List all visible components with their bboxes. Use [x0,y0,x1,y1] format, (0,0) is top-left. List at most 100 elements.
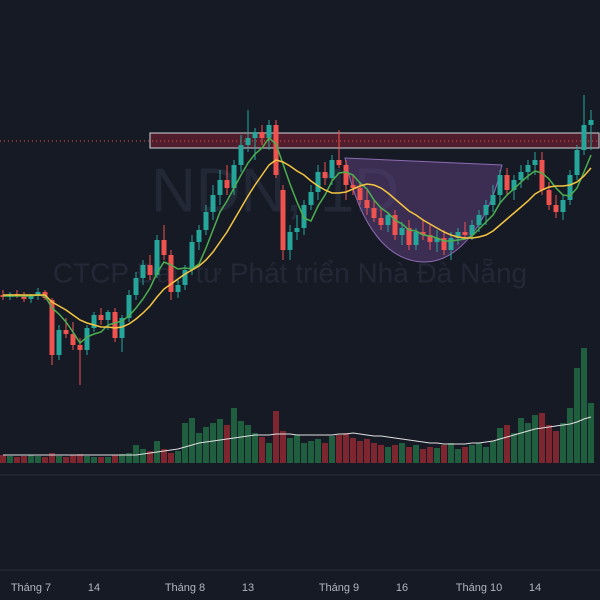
volume-bar [322,443,328,463]
volume-bar [56,456,62,463]
candle-body [245,138,251,145]
volume-bar [133,445,139,463]
candle-body [210,195,216,212]
volume-bar [588,403,594,463]
candle-body [273,125,279,175]
candle-body [175,285,181,292]
candle-body [315,172,321,192]
x-tick-label: 16 [396,582,408,594]
volume-bar [399,443,405,463]
candle-body [546,190,552,205]
volume-bar [0,455,6,463]
candle-body [511,180,517,190]
volume-bar [567,408,573,463]
volume-bar [483,447,489,463]
volume-bar [532,415,538,463]
volume-bar [371,443,377,463]
volume-bar [420,449,426,463]
candle-body [182,270,188,285]
candle-body [238,145,244,165]
volume-bar [364,439,370,463]
volume-bar [392,445,398,463]
volume-bar [574,368,580,463]
volume-bar [203,427,209,463]
candle-body [98,315,104,320]
candle-body [217,180,223,195]
watermark-company: CTCP Đầu tư Phát triển Nhà Đà Nẵng [53,257,527,288]
candle-body [420,232,426,235]
moving-average-line [3,159,592,329]
volume-bar [427,447,433,463]
candle-body [56,330,62,355]
volume-bar [469,445,475,463]
candle-body [287,232,293,250]
candle-body [441,238,447,250]
volume-bar [525,423,531,463]
candle-body [343,165,349,185]
candle-body [126,295,132,318]
volume-bar [168,453,174,463]
volume-bar [231,408,237,463]
candle-body [140,265,146,278]
volume-bar [224,425,230,463]
volume-bar [385,447,391,463]
candle-body [203,212,209,230]
candle-body [490,195,496,205]
candle-body [70,334,76,345]
candle-body [406,228,412,245]
candle-body [588,120,594,125]
volume-bar [504,425,510,463]
volume-bar [182,423,188,463]
candle-body [385,215,391,225]
volume-bar [560,423,566,463]
volume-bar [42,457,48,463]
volume-bar [7,456,13,463]
volume-bar [98,457,104,463]
candle-body [147,265,153,275]
candle-body [581,125,587,150]
candle-body [224,180,230,188]
volume-bar [126,453,132,463]
volume-bar [210,423,216,463]
candle-body [392,215,398,235]
volume-bar [259,437,265,463]
candle-body [497,175,503,195]
candle-body [294,228,300,232]
moving-average-line [3,136,592,345]
volume-bar [161,449,167,463]
volume-bar [217,419,223,463]
volume-bar [196,433,202,463]
volume-bar [546,425,552,463]
candle-body [231,165,237,188]
candle-body [329,160,335,178]
volume-bar [301,443,307,463]
x-tick-label: Tháng 7 [11,582,51,594]
x-tick-label: 14 [88,582,100,594]
candle-body [63,330,69,334]
volume-bar [245,425,251,463]
candle-body [266,125,272,138]
volume-bar [70,455,76,463]
volume-bar [406,447,412,463]
candle-body [378,218,384,225]
cup-drawing [344,157,503,263]
x-tick-label: 13 [242,582,254,594]
x-tick-label: Tháng 9 [319,582,359,594]
volume-bar [581,348,587,463]
candle-body [413,232,419,245]
candle-body [161,240,167,255]
volume-bar [77,454,83,463]
candle-body [336,160,342,165]
volume-bar [448,443,454,463]
candle-body [539,160,545,190]
volume-bar [63,457,69,463]
volume-bar [329,436,335,463]
candle-body [455,232,461,238]
candle-body [280,190,286,250]
candle-body [371,208,377,218]
candle-body [427,235,433,242]
candle-body [112,312,118,338]
volume-bar [119,454,125,463]
candle-body [462,232,468,235]
